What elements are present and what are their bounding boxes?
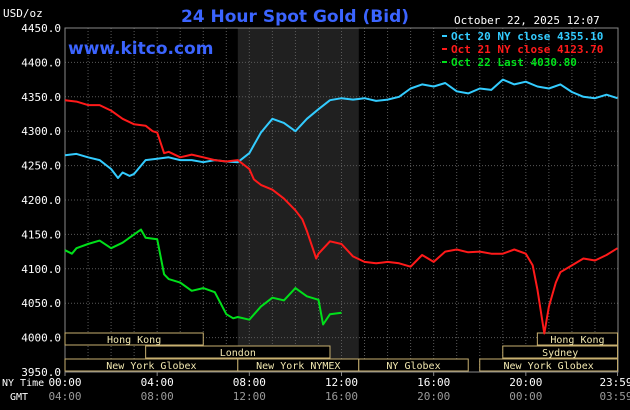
series-line-1	[64, 78, 618, 179]
y-tick-label: 4250.0	[21, 160, 61, 173]
x-tick-label-ny: 04:00	[141, 376, 174, 389]
session-band-label: Sydney	[542, 348, 578, 359]
x-tick-label-gmt: 08:00	[141, 390, 174, 403]
session-band	[64, 332, 204, 346]
y-tick-label: 4400.0	[21, 56, 61, 69]
chart-title: 24 Hour Spot Gold (Bid)	[181, 7, 409, 27]
x-tick-label-gmt: 20:00	[417, 390, 450, 403]
legend-swatch	[442, 61, 447, 63]
x-tick-label-gmt: 16:00	[325, 390, 358, 403]
session-band	[358, 358, 469, 372]
y-tick-label: 4300.0	[21, 125, 61, 138]
session-band-label: Hong Kong	[107, 335, 161, 346]
ny-time-row-label: NY Time	[2, 378, 44, 389]
y-tick-label: 4350.0	[21, 91, 61, 104]
series-line-3	[64, 228, 342, 326]
x-tick-label-gmt: 03:59	[599, 390, 630, 403]
x-tick-label-ny: 00:00	[48, 376, 81, 389]
session-band	[145, 345, 331, 359]
price-series	[64, 78, 619, 335]
gmt-row-label: GMT	[10, 392, 28, 403]
x-tick-label-gmt: 00:00	[509, 390, 542, 403]
session-band-label: New York NYMEX	[256, 361, 340, 372]
legend-swatch	[442, 35, 447, 37]
session-band-label: NY Globex	[386, 361, 440, 372]
y-tick-label: 4100.0	[21, 263, 61, 276]
x-tick-label-gmt: 04:00	[48, 390, 81, 403]
y-tick-label: 4050.0	[21, 297, 61, 310]
x-tick-label-ny: 08:00	[233, 376, 266, 389]
brand-watermark: www.kitco.com	[68, 39, 213, 59]
session-band-label: Hong Kong	[550, 335, 604, 346]
x-tick-label-ny: 12:00	[325, 376, 358, 389]
chart-timestamp: October 22, 2025 12:07	[454, 14, 600, 27]
session-band-label: London	[220, 348, 256, 359]
legend-entry: Oct 21 NY close 4123.70	[451, 43, 603, 56]
legend-swatch	[442, 48, 447, 50]
session-band	[479, 358, 619, 372]
session-band	[536, 332, 619, 346]
legend-entry: Oct 22 Last 4030.80	[451, 56, 577, 69]
y-tick-label: 4450.0	[21, 22, 61, 35]
session-bands: Hong Kong London New York Globex New York N…	[64, 332, 619, 372]
nymex-session-highlight	[237, 28, 359, 372]
y-tick-label: 4150.0	[21, 228, 61, 241]
y-tick-label: 3950.0	[21, 366, 61, 379]
x-tick-labels: 00:00 04:00 08:00 12:00 16:00 20:00 23:5904:00…	[48, 372, 630, 403]
y-tick-labels: 4450.0 4400.0 4350.0 4300.0 4250.0 4200.0 4150…	[21, 22, 61, 379]
x-tick-label-ny: 16:00	[417, 376, 450, 389]
session-band-label: New York Globex	[106, 361, 196, 372]
session-band-label: New York Globex	[503, 361, 593, 372]
x-tick-label-ny: 23:59	[599, 376, 630, 389]
series-line-2	[64, 99, 619, 335]
y-tick-label: 4000.0	[21, 332, 61, 345]
legend-entry: Oct 20 NY close 4355.10	[451, 30, 603, 43]
session-band	[502, 345, 619, 359]
y-axis-label: USD/oz	[3, 7, 43, 20]
x-tick-label-ny: 20:00	[509, 376, 542, 389]
x-tick-label-gmt: 12:00	[233, 390, 266, 403]
y-tick-label: 4200.0	[21, 194, 61, 207]
